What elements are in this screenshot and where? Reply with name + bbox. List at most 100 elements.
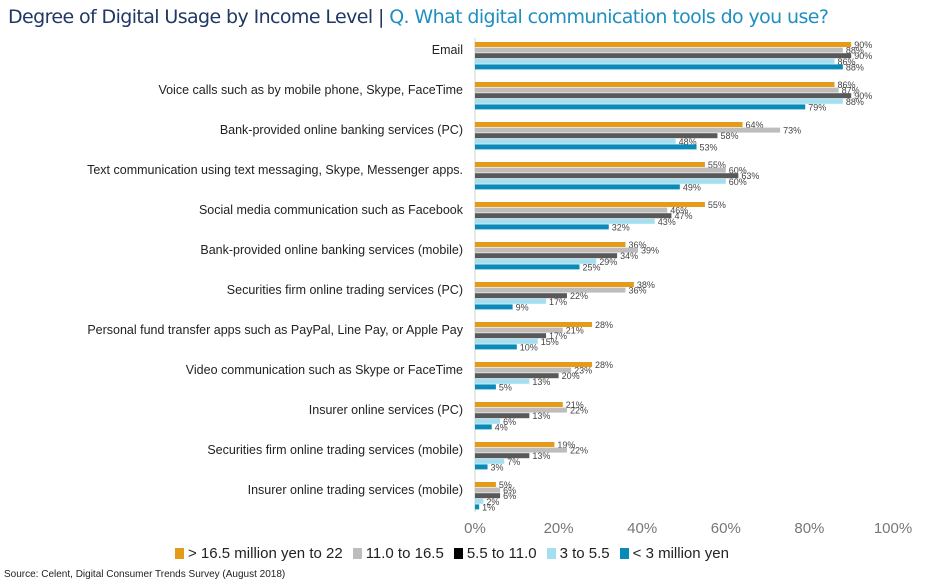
data-label: 87% (842, 86, 860, 96)
data-label: 20% (562, 371, 580, 381)
legend-item: > 16.5 million yen to 22 (175, 545, 343, 562)
legend-item: 5.5 to 11.0 (453, 545, 537, 562)
bar (475, 504, 480, 510)
category-label: Bank-provided online banking services (P… (220, 123, 463, 137)
legend-swatch (453, 548, 463, 559)
data-label: 90% (854, 51, 872, 61)
data-label: 19% (557, 440, 575, 450)
bar (475, 362, 593, 367)
data-label: 13% (532, 411, 550, 421)
bar (475, 293, 567, 299)
bar (475, 378, 530, 384)
bar (475, 298, 547, 304)
bar (475, 418, 501, 424)
data-label: 3% (491, 462, 504, 472)
bar (475, 104, 806, 110)
data-label: 22% (570, 406, 588, 416)
data-label: 88% (846, 62, 864, 72)
data-label: 21% (566, 400, 584, 410)
data-label: 21% (566, 326, 584, 336)
bar (475, 213, 672, 219)
data-label: 90% (854, 40, 872, 50)
bar (475, 287, 626, 293)
data-label: 17% (549, 331, 567, 341)
bar (475, 64, 843, 70)
bar (475, 458, 505, 464)
bar (475, 413, 530, 419)
bar (475, 202, 705, 207)
data-label: 64% (746, 120, 764, 130)
data-label: 43% (658, 217, 676, 227)
bar (475, 338, 538, 344)
data-label: 55% (708, 200, 726, 210)
bar (475, 247, 639, 253)
bar (475, 87, 839, 93)
data-label: 48% (679, 137, 697, 147)
legend-swatch (546, 548, 556, 559)
bar (475, 344, 517, 350)
title-main: Degree of Digital Usage by Income Level (8, 6, 373, 28)
bar (475, 322, 593, 327)
bar (475, 53, 852, 59)
data-label: 6% (503, 491, 516, 501)
data-label: 13% (532, 451, 550, 461)
bar (475, 333, 547, 339)
bar (475, 487, 501, 493)
bar (475, 42, 852, 47)
data-label: 13% (532, 377, 550, 387)
bar (475, 207, 668, 213)
data-label: 17% (549, 297, 567, 307)
category-label: Bank-provided online banking services (m… (200, 243, 463, 257)
bar (475, 282, 634, 287)
bar (475, 447, 567, 453)
data-label: 60% (729, 166, 747, 176)
title-question: Q. What digital communication tools do y… (389, 6, 829, 28)
bar (475, 442, 555, 447)
legend-item: 3 to 5.5 (546, 545, 610, 562)
bar (475, 258, 597, 264)
category-label: Securities firm online trading services … (227, 283, 463, 297)
data-label: 7% (507, 457, 520, 467)
data-label: 38% (637, 280, 655, 290)
bar (475, 133, 718, 139)
legend-item: < 3 million yen (619, 545, 729, 562)
bar (475, 138, 676, 144)
bar (475, 184, 680, 190)
bar-chart: Email 90%88%90%86%88%Voice calls such as … (87, 38, 912, 537)
data-label: 73% (783, 126, 801, 136)
data-label: 36% (628, 286, 646, 296)
data-label: 90% (854, 91, 872, 101)
data-label: 6% (503, 417, 516, 427)
category-label: Text communication using text messaging,… (87, 163, 463, 177)
bar (475, 498, 484, 504)
data-label: 63% (741, 171, 759, 181)
bar (475, 253, 618, 259)
bar (475, 47, 843, 53)
bar (475, 122, 743, 127)
category-label: Voice calls such as by mobile phone, Sky… (158, 83, 463, 97)
data-label: 47% (674, 211, 692, 221)
data-label: 79% (808, 102, 826, 112)
bar (475, 178, 726, 184)
bar (475, 453, 530, 459)
category-label: Securities firm online trading services … (207, 443, 463, 457)
data-label: 49% (683, 182, 701, 192)
legend-label: < 3 million yen (632, 545, 729, 562)
legend: > 16.5 million yen to 22 11.0 to 16.5 5.5 … (175, 545, 729, 562)
legend-label: 5.5 to 11.0 (466, 545, 537, 562)
bar (475, 367, 572, 373)
category-label: Email (432, 43, 463, 57)
legend-swatch (619, 548, 629, 559)
legend-label: 3 to 5.5 (559, 545, 610, 562)
legend-item: 11.0 to 16.5 (352, 545, 444, 562)
data-label: 39% (641, 246, 659, 256)
bar (475, 144, 697, 150)
data-label: 46% (670, 206, 688, 216)
data-label: 29% (599, 257, 617, 267)
title-separator: | (372, 6, 390, 28)
data-label: 2% (486, 497, 499, 507)
legend-swatch (175, 548, 184, 559)
bar (475, 407, 567, 413)
data-label: 55% (708, 160, 726, 170)
bar (475, 98, 843, 104)
